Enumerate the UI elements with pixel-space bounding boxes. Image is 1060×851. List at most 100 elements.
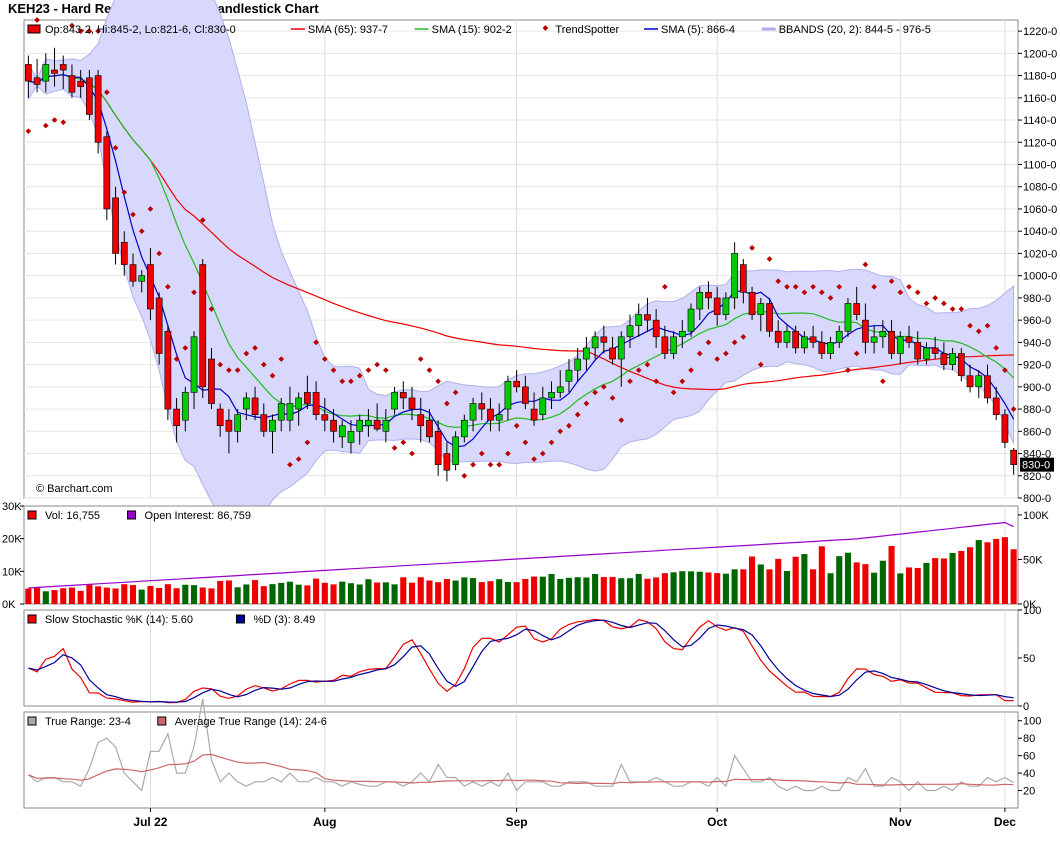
trendspotter-dot bbox=[679, 378, 686, 385]
volume-bar bbox=[68, 587, 76, 604]
volume-bar bbox=[565, 577, 573, 604]
trendspotter-dot bbox=[444, 400, 450, 407]
candle-body bbox=[173, 408, 180, 427]
trendspotter-dot bbox=[25, 128, 32, 134]
candle-body bbox=[129, 264, 137, 282]
month-label: Dec bbox=[994, 815, 1016, 829]
candle-body bbox=[68, 75, 76, 93]
price-axis-tick-label: 820-0 bbox=[1023, 471, 1051, 483]
volume-bar bbox=[539, 576, 546, 604]
atr-axis-tick-label: 80 bbox=[1023, 733, 1035, 745]
trendspotter-dot bbox=[409, 450, 415, 457]
candle-body bbox=[42, 64, 50, 82]
trendspotter-dot bbox=[993, 345, 1000, 351]
candle-body bbox=[469, 403, 477, 421]
volume-bar bbox=[426, 580, 433, 604]
volume-bar bbox=[740, 569, 747, 604]
trendspotter-dot bbox=[34, 17, 40, 23]
volume-bar bbox=[975, 540, 982, 604]
trendspotter-dot bbox=[740, 333, 747, 340]
candle-body bbox=[460, 419, 468, 438]
candle-body bbox=[626, 325, 634, 338]
atr-legend-key bbox=[27, 716, 37, 726]
trendspotter-dot bbox=[662, 283, 668, 290]
volume-legend-key bbox=[27, 510, 37, 520]
trendspotter-dot bbox=[766, 256, 773, 262]
candle-body bbox=[949, 353, 956, 365]
volume-bar bbox=[871, 572, 878, 604]
trendspotter-dot bbox=[871, 283, 877, 290]
candle-body bbox=[792, 330, 800, 349]
atr-legend-key bbox=[157, 716, 167, 726]
trendspotter-dot bbox=[226, 367, 232, 373]
candle-body bbox=[59, 64, 67, 71]
candle-body bbox=[77, 80, 85, 87]
trendspotter-dot bbox=[923, 300, 930, 307]
last-price-tag-bg bbox=[1020, 457, 1054, 472]
volume-bar bbox=[618, 578, 625, 604]
candle-body bbox=[661, 336, 669, 354]
volume-bar bbox=[548, 573, 555, 604]
candle-body bbox=[992, 397, 1000, 415]
volume-bar bbox=[853, 562, 860, 604]
volume-bar bbox=[993, 538, 1000, 604]
candle-body bbox=[591, 336, 599, 349]
volume-bar bbox=[783, 570, 790, 604]
candle-body bbox=[234, 414, 241, 432]
volume-bar bbox=[461, 577, 468, 604]
trendspotter-dot bbox=[1002, 367, 1008, 373]
candle-body bbox=[966, 375, 974, 388]
volume-bar bbox=[286, 581, 293, 604]
candle-body bbox=[330, 419, 337, 432]
volume-bar bbox=[243, 584, 250, 604]
candle-body bbox=[809, 336, 817, 343]
trendspotter-dot bbox=[731, 339, 738, 346]
trendspotter-dot bbox=[156, 250, 162, 257]
candle-body bbox=[713, 297, 721, 315]
volume-bar bbox=[801, 554, 808, 604]
volume-bar bbox=[653, 577, 660, 604]
trendspotter-dot bbox=[339, 378, 346, 385]
volume-bar bbox=[722, 573, 729, 604]
trendspotter-dot bbox=[522, 439, 529, 446]
volume-bar bbox=[1001, 537, 1008, 604]
candle-body bbox=[609, 347, 616, 360]
volume-bar bbox=[208, 588, 215, 604]
candle-body bbox=[644, 314, 651, 321]
volume-bar bbox=[513, 582, 520, 604]
volume-bar bbox=[661, 573, 668, 604]
volume-bar bbox=[156, 587, 163, 604]
candle-body bbox=[678, 330, 686, 338]
price-axis-tick-label: 880-0 bbox=[1023, 404, 1051, 416]
candle-body bbox=[522, 386, 529, 404]
trendspotter-dot bbox=[391, 445, 398, 451]
volume-bar bbox=[879, 560, 886, 604]
volume-bar bbox=[339, 581, 346, 604]
volume-bar bbox=[531, 576, 538, 604]
volume-bar bbox=[51, 590, 58, 604]
trendspotter-dot bbox=[531, 456, 537, 462]
trendspotter-dot bbox=[539, 450, 546, 457]
candle-body bbox=[208, 358, 215, 404]
candle-body bbox=[905, 336, 913, 343]
volume-bar bbox=[705, 572, 712, 604]
candle-body bbox=[1001, 414, 1009, 443]
candle-body bbox=[356, 419, 364, 432]
price-axis-tick-label: 940-0 bbox=[1023, 337, 1051, 349]
trendspotter-dot bbox=[688, 367, 694, 373]
volume-bar bbox=[818, 546, 825, 604]
volume-bar bbox=[984, 542, 991, 604]
candle-body bbox=[783, 330, 791, 343]
trendspotter-dot bbox=[696, 350, 703, 357]
trendspotter-dot bbox=[705, 339, 712, 346]
candle-body bbox=[617, 336, 625, 360]
candle-body bbox=[478, 403, 486, 410]
volume-bar bbox=[129, 585, 137, 604]
volume-bar bbox=[60, 588, 67, 604]
volume-bar bbox=[138, 589, 145, 604]
volume-bar bbox=[827, 573, 834, 604]
volume-bar bbox=[888, 545, 895, 604]
trendspotter-dot bbox=[845, 367, 851, 373]
month-label: Sep bbox=[506, 815, 528, 829]
candle-body bbox=[112, 197, 119, 254]
